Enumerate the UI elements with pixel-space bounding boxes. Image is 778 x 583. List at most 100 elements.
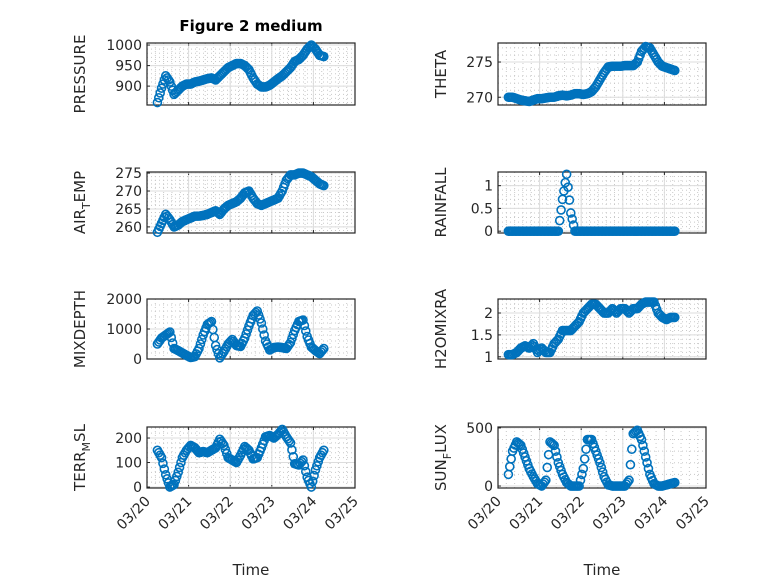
axes-box bbox=[497, 298, 707, 360]
y-axis-label: SUNFLUX bbox=[432, 424, 454, 491]
data-point bbox=[172, 471, 182, 482]
data-point bbox=[575, 475, 586, 486]
subplot-sun-flux: 03/20 03/21 03/22 03/23 03/24 03/25 0 500 SUNFLU… bbox=[432, 421, 713, 579]
data-point bbox=[552, 452, 562, 462]
figure-title: Figure 2 medium bbox=[179, 17, 322, 35]
label-part: LUX bbox=[432, 424, 450, 453]
data-point bbox=[596, 462, 607, 473]
label-part: EMP bbox=[71, 171, 89, 202]
data-point bbox=[631, 58, 641, 68]
x-axis-label: Time bbox=[583, 561, 621, 579]
y-tick-label: 100 bbox=[115, 456, 142, 472]
data-point bbox=[259, 330, 269, 340]
data-point bbox=[636, 434, 647, 445]
data-point bbox=[564, 195, 575, 205]
data-point bbox=[669, 477, 680, 488]
data-point bbox=[257, 324, 268, 334]
y-tick-label: 500 bbox=[466, 421, 493, 437]
data-point bbox=[165, 327, 175, 337]
y-tick-label: 1000 bbox=[106, 38, 142, 54]
data-point bbox=[318, 51, 329, 62]
axes-box bbox=[497, 42, 707, 106]
x-tick-label: 03/23 bbox=[590, 494, 630, 534]
data-point bbox=[169, 479, 179, 490]
data-point bbox=[539, 477, 550, 487]
data-point bbox=[625, 459, 636, 470]
y-tick-label: 270 bbox=[466, 90, 493, 106]
y-tick-label: 275 bbox=[115, 166, 142, 182]
data-point bbox=[640, 452, 651, 462]
data-point bbox=[156, 83, 167, 93]
x-tick-label: 03/23 bbox=[239, 494, 279, 534]
data-point bbox=[514, 439, 525, 449]
data-point bbox=[567, 214, 577, 224]
axes-box bbox=[146, 298, 356, 360]
y-tick-label: 1000 bbox=[106, 322, 142, 338]
data-point bbox=[643, 463, 654, 474]
data-point bbox=[312, 460, 322, 471]
data-point bbox=[577, 469, 587, 480]
data-point bbox=[166, 81, 177, 91]
data-point bbox=[156, 452, 167, 463]
data-point bbox=[300, 466, 311, 477]
data-point bbox=[578, 463, 589, 474]
data-point bbox=[565, 208, 576, 218]
data-point bbox=[550, 446, 561, 456]
data-point bbox=[574, 481, 584, 491]
data-point bbox=[309, 470, 319, 481]
data-point bbox=[166, 332, 177, 343]
axes-box bbox=[146, 426, 356, 489]
data-point bbox=[669, 226, 680, 236]
axes-background bbox=[498, 172, 706, 233]
subplot-theta: 270 275 THETA bbox=[432, 41, 707, 107]
data-point bbox=[579, 454, 590, 464]
x-tick-label: 03/20 bbox=[114, 494, 154, 534]
data-point bbox=[318, 445, 329, 456]
y-tick-label: 275 bbox=[466, 55, 493, 71]
data-point bbox=[155, 88, 165, 98]
x-axis-label: Time bbox=[232, 561, 270, 579]
data-point bbox=[173, 467, 183, 478]
y-tick-label: 1 bbox=[484, 350, 493, 366]
y-tick-label: 900 bbox=[115, 79, 142, 95]
data-point bbox=[153, 92, 164, 103]
y-tick-label: 1.5 bbox=[471, 328, 493, 344]
data-point bbox=[170, 475, 181, 486]
axes-box bbox=[146, 42, 356, 106]
data-point bbox=[622, 477, 633, 487]
y-axis-label: RAINFALL bbox=[432, 167, 450, 238]
y-tick-label: 1 bbox=[484, 179, 493, 195]
data-point bbox=[310, 465, 321, 475]
y-tick-label: 270 bbox=[115, 184, 142, 200]
x-tick-label: 03/22 bbox=[548, 494, 588, 534]
y-axis-label: THETA bbox=[432, 49, 450, 99]
data-point bbox=[174, 462, 185, 473]
data-point bbox=[541, 475, 551, 486]
x-tick-label: 03/25 bbox=[322, 494, 362, 534]
data-point bbox=[219, 440, 229, 451]
subplot-terr-msl: 03/20 03/21 03/22 03/23 03/24 03/25 0 100 200 TER… bbox=[71, 423, 362, 579]
data-point bbox=[595, 457, 605, 468]
data-point bbox=[563, 182, 573, 192]
data-point bbox=[627, 444, 637, 455]
data-point bbox=[307, 476, 318, 487]
data-point bbox=[196, 334, 207, 345]
data-point bbox=[160, 469, 171, 480]
data-point bbox=[220, 444, 231, 455]
label-part: AIR bbox=[71, 209, 89, 234]
y-tick-label: 200 bbox=[115, 431, 142, 447]
data-point bbox=[669, 312, 680, 323]
subplot-mixdepth: 0 1000 2000 MIXDEPTH bbox=[71, 290, 356, 368]
x-tick-label: 03/21 bbox=[507, 494, 547, 534]
data-point bbox=[158, 458, 168, 469]
data-point bbox=[298, 455, 308, 465]
y-axis-label: AIRTEMP bbox=[71, 171, 93, 234]
data-point bbox=[638, 440, 648, 451]
data-point bbox=[317, 345, 328, 356]
data-point bbox=[287, 445, 297, 455]
data-point bbox=[256, 318, 267, 328]
y-tick-label: 0 bbox=[133, 352, 142, 368]
y-axis-label: H2OMIXRA bbox=[432, 288, 450, 369]
subplot-air-temp: 260 265 270 275 AIRTEMP bbox=[71, 166, 356, 238]
